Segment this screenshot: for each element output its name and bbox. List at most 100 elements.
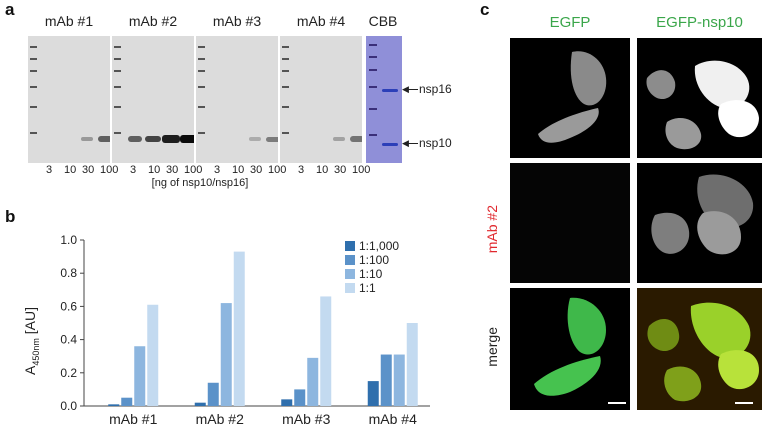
blot-band <box>162 135 180 143</box>
lane-number: 10 <box>64 164 77 176</box>
cbb-gel-image <box>366 36 402 163</box>
bar <box>233 251 245 406</box>
cell-shape <box>651 212 690 254</box>
column-title-egfp: EGFP <box>549 14 591 31</box>
x-category-label: mAb #2 <box>196 411 244 427</box>
cbb-ladder-mark <box>369 44 377 46</box>
ladder-mark <box>282 106 289 108</box>
panel-a-letter: a <box>5 0 15 19</box>
blot-image-mab1 <box>28 36 110 163</box>
lane-number: 30 <box>334 164 347 176</box>
bar <box>207 382 219 406</box>
cell-shape <box>647 319 680 352</box>
cell-shape <box>665 118 702 150</box>
legend-label-3: 1:10 <box>359 267 383 281</box>
lane-number: 3 <box>46 164 53 176</box>
cbb-nsp16-band <box>382 89 398 92</box>
legend-item-2: 1:100 <box>345 253 399 267</box>
ladder-mark <box>282 86 289 88</box>
lane-number: 100 <box>352 164 371 176</box>
y-tick-label: 0.2 <box>60 366 77 380</box>
ladder-mark <box>198 58 205 60</box>
cell-shape <box>718 100 759 138</box>
ladder-mark <box>282 70 289 72</box>
blot-x-caption: [ng of nsp10/nsp16] <box>151 177 249 189</box>
cell-shape <box>664 366 702 402</box>
x-category-label: mAb #4 <box>369 411 417 427</box>
y-tick-label: 1.0 <box>60 233 77 247</box>
scale-bar <box>735 402 753 404</box>
panel-c-letter: c <box>480 0 490 19</box>
bar <box>294 389 306 406</box>
bar <box>367 381 379 406</box>
micrograph-egfp-egfp <box>510 38 630 158</box>
legend-swatch-1 <box>345 241 355 251</box>
bar-chart: 0.0 0.2 0.4 0.6 0.8 1.0 mAb #1 mAb #2 mAb #3 mAb … <box>60 233 430 427</box>
y-tick-label: 0.4 <box>60 333 77 347</box>
blot-band <box>145 135 161 143</box>
cbb-title: CBB <box>368 13 398 29</box>
legend-label-4: 1:1 <box>359 281 376 295</box>
cell-shape <box>694 60 750 109</box>
ladder-mark <box>198 132 205 134</box>
blot-title-mab4: mAb #4 <box>296 13 346 29</box>
bar <box>320 296 332 406</box>
ladder-mark <box>198 46 205 48</box>
bar <box>380 354 392 406</box>
cell-shape <box>570 51 607 106</box>
x-category-label: mAb #3 <box>282 411 330 427</box>
micrograph-egfp-nsp10-egfp <box>637 38 762 158</box>
bar <box>393 354 405 406</box>
blot-title-mab3: mAb #3 <box>212 13 262 29</box>
micrograph-egfp-merge <box>510 288 630 410</box>
nsp10-label: nsp10 <box>419 136 452 150</box>
cbb-ladder-mark <box>369 69 377 71</box>
blot-band <box>333 137 345 141</box>
ladder-mark <box>114 86 121 88</box>
blot-image-mab2 <box>112 36 194 163</box>
legend-label-1: 1:1,000 <box>359 239 400 253</box>
ladder-mark <box>114 58 121 60</box>
ladder-mark <box>198 106 205 108</box>
column-title-egfp-nsp10: EGFP-nsp10 <box>656 14 743 31</box>
bar <box>194 402 206 406</box>
blot-title-mab2: mAb #2 <box>128 13 178 29</box>
legend-label-2: 1:100 <box>359 253 390 267</box>
bar <box>406 323 418 406</box>
y-tick-label: 0.8 <box>60 266 77 280</box>
lane-number: 3 <box>298 164 305 176</box>
cell-shapes <box>538 51 607 143</box>
bar <box>220 303 232 406</box>
blot-band <box>127 136 143 142</box>
bar <box>108 404 120 406</box>
x-category-label: mAb #1 <box>109 411 157 427</box>
micrograph-egfp-mab2 <box>510 163 630 283</box>
cell-shapes <box>647 302 759 402</box>
ladder-mark <box>30 132 37 134</box>
nsp16-label: nsp16 <box>419 82 452 96</box>
blot-image-mab4 <box>280 36 362 163</box>
lane-number: 100 <box>184 164 203 176</box>
lane-number: 10 <box>148 164 161 176</box>
cell-shape <box>718 350 759 390</box>
bar <box>147 304 159 406</box>
ladder-mark <box>198 70 205 72</box>
cell-shape <box>567 297 606 355</box>
nsp10-arrow-line <box>404 143 418 144</box>
y-tick-label: 0.0 <box>60 399 77 413</box>
cbb-ladder-mark <box>369 86 377 88</box>
blot-band <box>81 136 93 142</box>
chart-legend: 1:1,000 1:100 1:10 1:1 <box>345 239 399 295</box>
legend-swatch-2 <box>345 255 355 265</box>
y-tick-label: 0.6 <box>60 299 77 313</box>
row-title-merge: merge <box>484 327 500 367</box>
cell-shape <box>534 356 601 396</box>
blot-band <box>266 136 278 142</box>
blot-image-mab3 <box>196 36 278 163</box>
nsp10-arrow-icon: ◀ <box>402 138 409 148</box>
lane-number: 30 <box>250 164 263 176</box>
legend-item-3: 1:10 <box>345 267 399 281</box>
scale-bar <box>608 402 626 404</box>
bar <box>307 357 319 406</box>
ladder-mark <box>114 46 121 48</box>
